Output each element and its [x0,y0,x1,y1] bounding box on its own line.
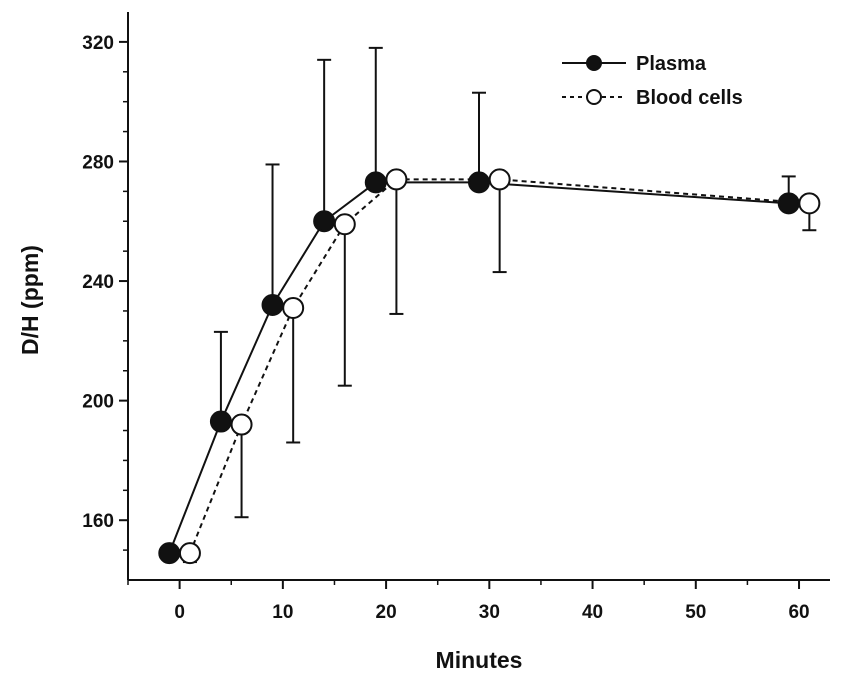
point-plasma [468,171,490,194]
ticks: 160 200 240 280 320 0 10 20 30 40 50 60 [82,33,809,623]
x-tick-label: 60 [788,602,809,623]
y-tick-label: 160 [82,511,114,532]
legend-marker-plasma [586,55,602,71]
point-plasma [158,542,181,565]
x-tick-label: 20 [376,602,397,623]
x-axis-title: Minutes [436,647,523,673]
x-tick-label: 30 [479,602,500,623]
point-plasma [313,210,336,233]
point-blood-cells [282,296,305,319]
data-points [158,168,821,565]
point-blood-cells [798,192,821,215]
point-plasma [364,171,387,194]
x-tick-label: 50 [685,602,706,623]
point-blood-cells [385,168,408,191]
point-plasma [209,410,232,433]
y-tick-label: 320 [82,33,114,54]
x-tick-label: 10 [272,602,293,623]
y-axis-title: D/H (ppm) [17,245,43,355]
legend-marker-blood-cells [586,89,602,105]
legend-label-blood-cells: Blood cells [636,87,743,109]
legend: Plasma Blood cells [562,53,743,109]
y-tick-label: 200 [82,392,114,413]
point-blood-cells [230,413,253,436]
y-tick-label: 240 [82,272,114,293]
axes [127,12,830,581]
point-plasma [261,293,284,316]
series-line-plasma [168,181,789,554]
legend-label-plasma: Plasma [636,53,707,75]
x-tick-label: 40 [582,602,603,623]
point-blood-cells [488,168,511,191]
point-blood-cells [333,213,356,236]
y-tick-label: 280 [82,152,114,173]
x-tick-label: 0 [174,602,185,623]
point-plasma [777,192,800,215]
series-lines [168,178,810,554]
point-blood-cells [178,542,201,565]
